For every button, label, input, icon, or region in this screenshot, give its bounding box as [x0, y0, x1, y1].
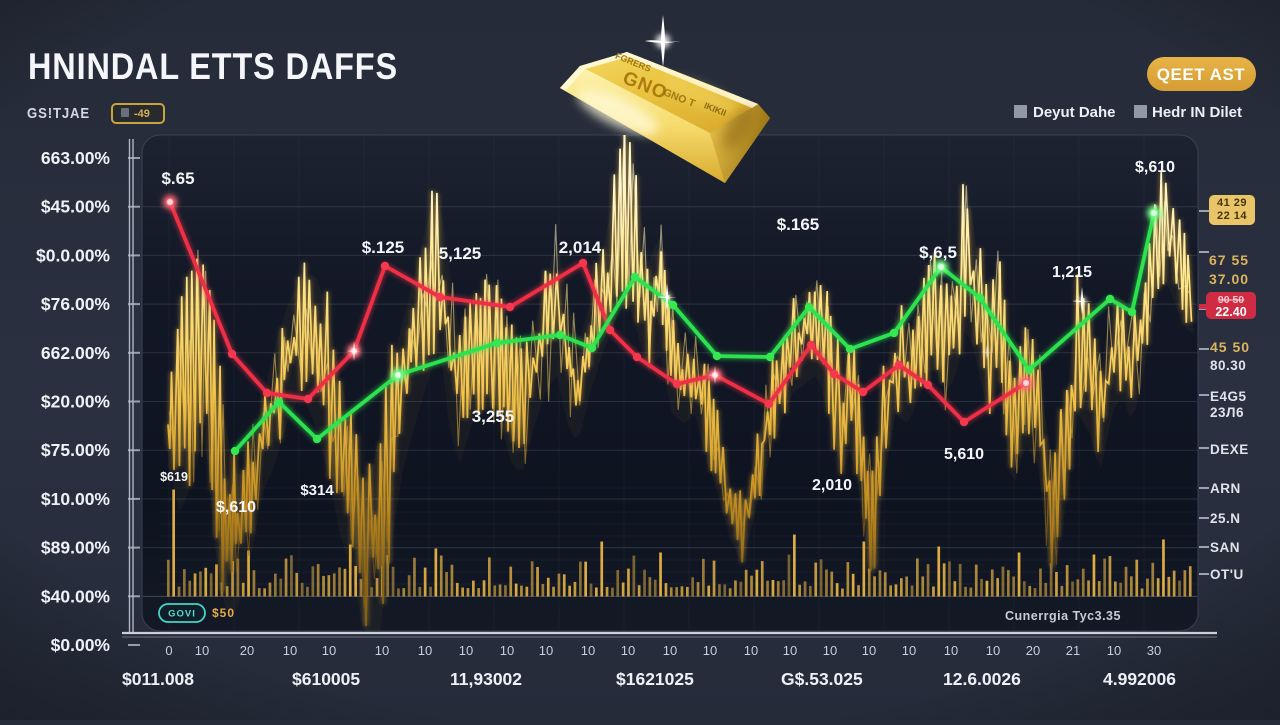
svg-text:10: 10	[862, 643, 876, 658]
svg-text:10: 10	[195, 643, 209, 658]
svg-text:$10.00%: $10.00%	[41, 489, 111, 509]
svg-text:663.00%: 663.00%	[41, 148, 111, 168]
svg-text:Deyut Dahe: Deyut Dahe	[1033, 104, 1116, 121]
svg-text:37.00: 37.00	[1209, 271, 1249, 287]
svg-text:$45.00%: $45.00%	[41, 197, 111, 217]
svg-text:22.40: 22.40	[1215, 305, 1246, 319]
svg-text:$20.00%: $20.00%	[41, 392, 111, 412]
svg-text:12.6.0026: 12.6.0026	[943, 669, 1021, 689]
svg-text:10: 10	[539, 643, 553, 658]
svg-text:90 50: 90 50	[1218, 294, 1244, 306]
svg-text:-49: -49	[134, 108, 150, 120]
svg-text:10: 10	[703, 643, 717, 658]
svg-text:1,215: 1,215	[1052, 264, 1092, 281]
svg-text:$314: $314	[300, 482, 334, 499]
svg-text:21: 21	[1066, 643, 1080, 658]
svg-text:$011.008: $011.008	[122, 669, 194, 689]
svg-text:GOVI: GOVI	[168, 609, 196, 620]
svg-text:$.165: $.165	[777, 215, 820, 234]
svg-text:10: 10	[459, 643, 473, 658]
svg-text:5,125: 5,125	[439, 244, 482, 263]
svg-text:10: 10	[621, 643, 635, 658]
svg-text:10: 10	[581, 643, 595, 658]
svg-text:10: 10	[823, 643, 837, 658]
svg-text:$.65: $.65	[161, 169, 194, 188]
svg-text:10: 10	[1107, 643, 1121, 658]
svg-text:SAN: SAN	[1210, 540, 1240, 555]
svg-text:OT'U: OT'U	[1210, 567, 1244, 582]
svg-text:$89.00%: $89.00%	[41, 538, 111, 558]
svg-text:45 50: 45 50	[1210, 339, 1250, 355]
svg-text:$,610: $,610	[216, 499, 256, 516]
svg-text:$0.0.00%: $0.0.00%	[36, 245, 110, 265]
svg-text:10: 10	[375, 643, 389, 658]
svg-text:$610005: $610005	[292, 669, 360, 689]
svg-text:$1621025: $1621025	[616, 669, 694, 689]
svg-text:QEET AST: QEET AST	[1157, 65, 1245, 84]
svg-text:30: 30	[1147, 643, 1161, 658]
svg-text:E4G5: E4G5	[1210, 389, 1247, 404]
svg-text:2,010: 2,010	[812, 477, 852, 494]
svg-text:2,014: 2,014	[559, 238, 602, 257]
svg-text:10: 10	[944, 643, 958, 658]
svg-text:662.00%: 662.00%	[41, 343, 111, 363]
svg-text:10: 10	[986, 643, 1000, 658]
svg-text:$,6,5: $,6,5	[919, 243, 957, 262]
svg-text:10: 10	[783, 643, 797, 658]
svg-text:ARN: ARN	[1210, 481, 1241, 496]
svg-text:$.125: $.125	[362, 238, 405, 257]
svg-text:20: 20	[1026, 643, 1040, 658]
svg-text:41 29: 41 29	[1217, 197, 1247, 209]
svg-text:10: 10	[500, 643, 514, 658]
svg-text:10: 10	[418, 643, 432, 658]
svg-text:11,93002: 11,93002	[450, 669, 522, 689]
svg-text:G$.53.025: G$.53.025	[781, 669, 863, 689]
svg-text:HNINDAL ETTS DAFFS: HNINDAL ETTS DAFFS	[28, 46, 398, 87]
svg-text:$75.00%: $75.00%	[41, 440, 111, 460]
svg-text:Hedr IN Dilet: Hedr IN Dilet	[1152, 104, 1242, 121]
svg-text:3,255: 3,255	[472, 407, 515, 426]
svg-text:$619: $619	[160, 470, 188, 484]
svg-text:GS!TJAE: GS!TJAE	[27, 105, 90, 122]
svg-text:$0.00%: $0.00%	[51, 635, 111, 655]
svg-text:$40.00%: $40.00%	[41, 586, 111, 606]
svg-text:$50: $50	[212, 606, 235, 620]
svg-text:$76.00%: $76.00%	[41, 294, 111, 314]
svg-text:DEXE: DEXE	[1210, 442, 1249, 457]
svg-text:10: 10	[663, 643, 677, 658]
svg-text:$,610: $,610	[1135, 159, 1175, 176]
svg-text:5,610: 5,610	[944, 446, 984, 463]
svg-text:23Л6: 23Л6	[1210, 405, 1244, 420]
svg-text:22 14: 22 14	[1217, 210, 1247, 222]
svg-text:10: 10	[283, 643, 297, 658]
svg-text:10: 10	[322, 643, 336, 658]
svg-text:25.N: 25.N	[1210, 511, 1241, 526]
svg-text:4.992006: 4.992006	[1103, 669, 1176, 689]
svg-text:20: 20	[240, 643, 254, 658]
svg-text:Cunerrgia Tyc3.35: Cunerrgia Tyc3.35	[1005, 609, 1121, 623]
svg-text:10: 10	[744, 643, 758, 658]
svg-text:0: 0	[165, 643, 172, 658]
svg-text:10: 10	[902, 643, 916, 658]
svg-text:67 55: 67 55	[1209, 252, 1249, 268]
svg-text:80.30: 80.30	[1210, 358, 1246, 373]
